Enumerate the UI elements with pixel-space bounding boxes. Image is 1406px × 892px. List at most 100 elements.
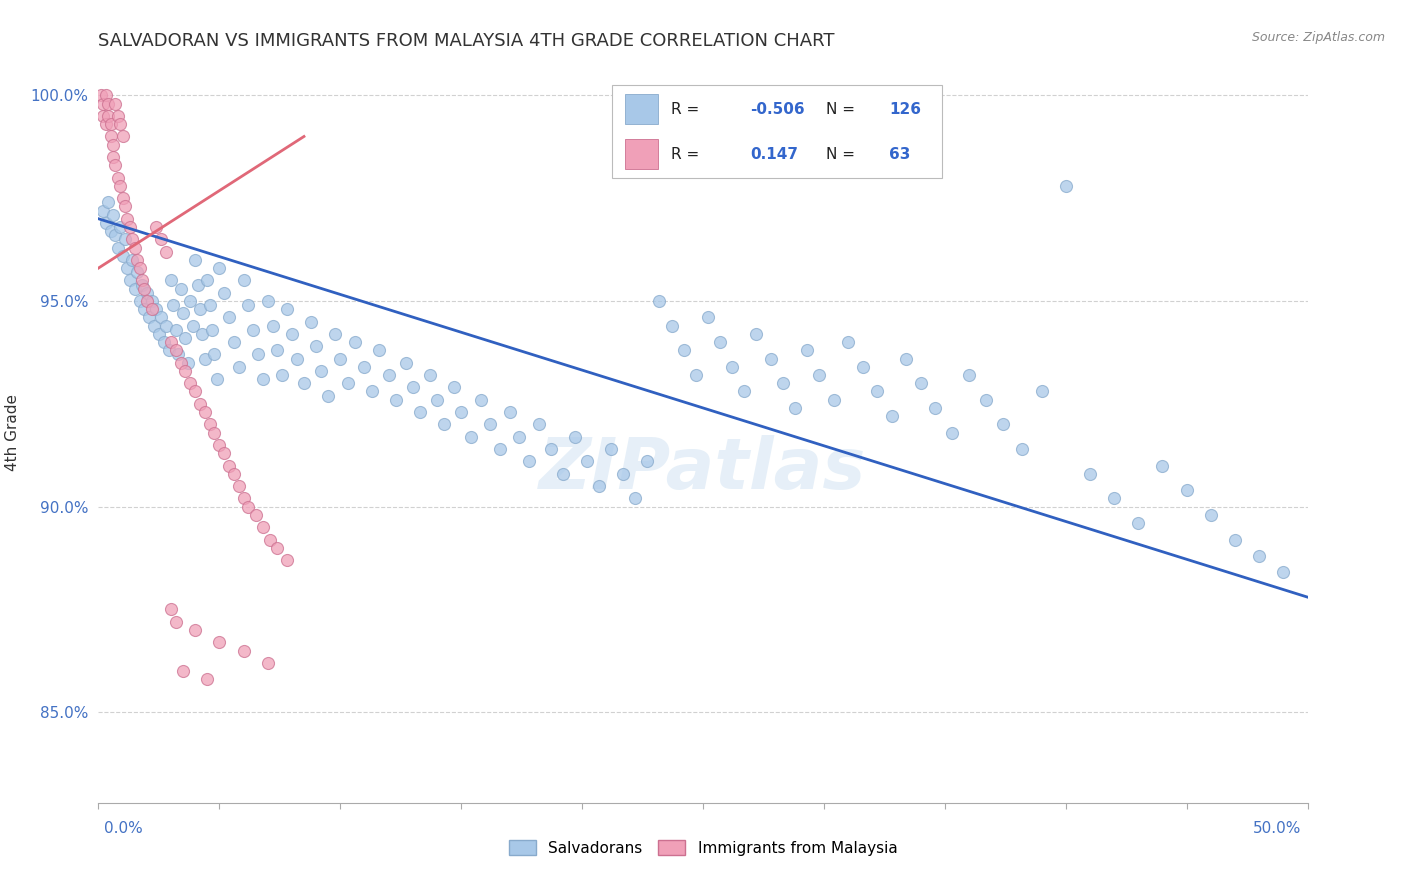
Point: [174, 364, 197, 378]
Text: 0.147: 0.147: [751, 146, 799, 161]
Point: [179, 293, 201, 308]
Point: [152, 335, 174, 350]
Point: [409, 405, 432, 419]
Point: [111, 249, 134, 263]
Point: [957, 368, 980, 382]
Legend: Salvadorans, Immigrants from Malaysia: Salvadorans, Immigrants from Malaysia: [502, 834, 904, 862]
Text: -0.506: -0.506: [751, 102, 806, 117]
Point: [252, 372, 274, 386]
Point: [97, 96, 120, 111]
Point: [97, 195, 120, 210]
Point: [1102, 491, 1125, 506]
Point: [636, 454, 658, 468]
Point: [194, 405, 217, 419]
Point: [305, 339, 328, 353]
FancyBboxPatch shape: [624, 95, 658, 124]
FancyBboxPatch shape: [624, 139, 658, 169]
Point: [685, 368, 707, 382]
Point: [134, 282, 156, 296]
Point: [837, 335, 859, 350]
Point: [991, 417, 1014, 432]
Point: [866, 384, 889, 399]
Point: [823, 392, 845, 407]
Point: [1031, 384, 1053, 399]
Point: [108, 219, 131, 234]
Point: [745, 326, 768, 341]
Point: [165, 343, 187, 358]
Point: [172, 664, 194, 678]
Point: [228, 479, 250, 493]
Point: [772, 376, 794, 391]
Point: [443, 380, 465, 394]
Point: [489, 442, 512, 456]
Point: [208, 261, 231, 276]
Point: [104, 96, 127, 111]
Point: [661, 318, 683, 333]
Point: [111, 191, 134, 205]
Text: SALVADORAN VS IMMIGRANTS FROM MALAYSIA 4TH GRADE CORRELATION CHART: SALVADORAN VS IMMIGRANTS FROM MALAYSIA 4…: [98, 32, 835, 50]
Point: [128, 293, 150, 308]
Point: [127, 252, 149, 267]
Point: [460, 430, 482, 444]
Point: [385, 392, 408, 407]
Point: [238, 500, 260, 514]
Point: [588, 479, 610, 493]
Point: [1199, 508, 1222, 522]
Point: [181, 318, 204, 333]
Point: [191, 326, 214, 341]
Point: [128, 261, 150, 276]
Point: [924, 401, 946, 415]
Point: [329, 351, 352, 366]
Point: [141, 293, 163, 308]
Point: [242, 323, 264, 337]
Point: [974, 392, 997, 407]
Point: [100, 224, 122, 238]
Point: [108, 117, 131, 131]
Point: [198, 298, 221, 312]
Point: [141, 302, 163, 317]
Point: [252, 520, 274, 534]
Point: [450, 405, 472, 419]
Point: [169, 356, 191, 370]
Point: [880, 409, 903, 424]
Point: [90, 88, 112, 103]
Point: [733, 384, 755, 399]
Point: [299, 314, 322, 328]
Point: [205, 372, 228, 386]
Point: [107, 109, 129, 123]
Point: [910, 376, 932, 391]
Point: [426, 392, 449, 407]
Point: [145, 219, 167, 234]
Text: 63: 63: [889, 146, 911, 161]
Point: [368, 343, 391, 358]
Point: [402, 380, 425, 394]
Point: [131, 273, 153, 287]
Point: [165, 323, 187, 337]
Point: [167, 347, 190, 361]
Point: [276, 553, 298, 567]
Point: [100, 129, 122, 144]
Point: [121, 232, 143, 246]
Point: [470, 392, 492, 407]
Point: [198, 417, 221, 432]
Point: [94, 88, 117, 103]
Text: R =: R =: [671, 102, 704, 117]
Point: [353, 359, 375, 374]
Point: [292, 376, 315, 391]
Point: [285, 351, 308, 366]
Point: [1152, 458, 1174, 473]
Point: [179, 376, 201, 391]
Point: [259, 533, 281, 547]
Point: [188, 302, 211, 317]
Point: [184, 384, 207, 399]
Point: [245, 508, 267, 522]
Point: [540, 442, 562, 456]
Point: [143, 318, 166, 333]
Point: [575, 454, 598, 468]
Point: [135, 293, 157, 308]
Point: [564, 430, 586, 444]
Point: [104, 228, 127, 243]
Point: [101, 137, 124, 152]
Point: [160, 602, 183, 616]
Point: [212, 446, 235, 460]
